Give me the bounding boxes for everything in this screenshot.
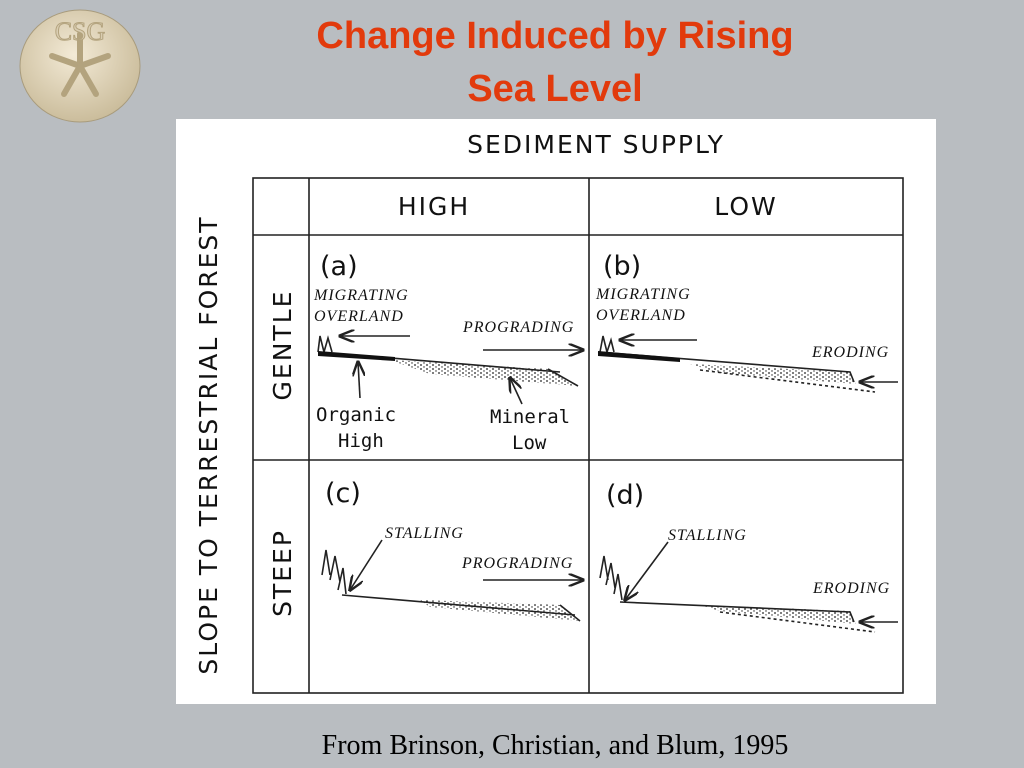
annotation: PROGRADING <box>462 319 574 336</box>
header: SEDIMENT SUPPLY <box>467 130 725 159</box>
logo-text: CSG <box>55 17 106 46</box>
column-header: LOW <box>714 192 777 221</box>
annotation: PROGRADING <box>461 555 573 572</box>
annotation: OVERLAND <box>596 307 686 324</box>
annotation: STALLING <box>668 527 747 544</box>
annotation: STALLING <box>385 525 464 542</box>
column-header: HIGH <box>398 192 470 221</box>
caption: From Brinson, Christian, and Blum, 1995 <box>322 730 789 761</box>
annotation: ERODING <box>812 580 890 597</box>
annotation: ERODING <box>811 344 889 361</box>
row-header: GENTLE <box>268 290 297 401</box>
panel-label: (b) <box>603 251 641 282</box>
note: High <box>338 430 384 452</box>
figure: SEDIMENT SUPPLY HIGH LOW SLOPE TO TERRES… <box>176 119 936 704</box>
logo: CSG <box>19 9 141 123</box>
row-axis: SLOPE TO TERRESTRIAL FOREST <box>194 215 223 674</box>
annotation: MIGRATING <box>313 287 409 304</box>
annotation: OVERLAND <box>314 308 404 325</box>
note: Mineral <box>490 406 570 428</box>
panel-label: (a) <box>320 251 358 282</box>
note: Low <box>512 432 547 454</box>
row-header: STEEP <box>268 529 297 617</box>
panel-label: (c) <box>325 478 361 509</box>
note: Organic <box>316 404 396 426</box>
title-line: Sea Level <box>467 68 642 110</box>
title-line: Change Induced by Rising <box>316 15 793 57</box>
panel-label: (d) <box>606 480 644 511</box>
annotation: MIGRATING <box>595 286 691 303</box>
